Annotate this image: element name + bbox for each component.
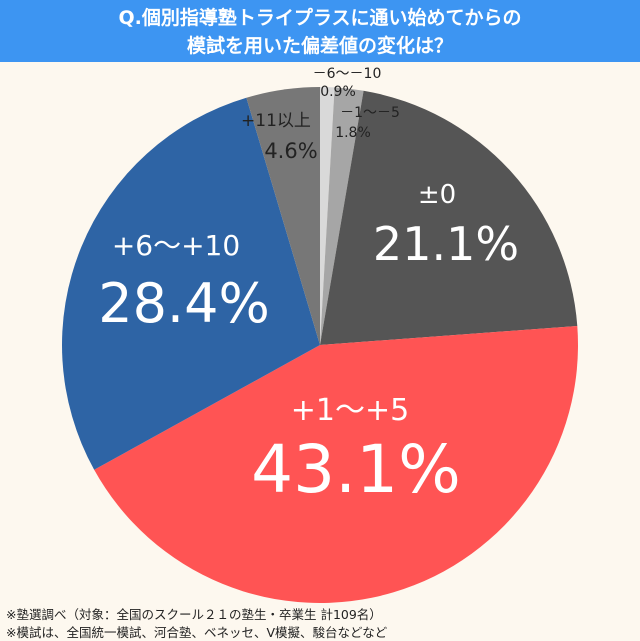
pie-slice xyxy=(320,87,335,345)
pie-slice xyxy=(94,325,578,603)
pie-slice xyxy=(320,90,578,346)
category-label: +11以上 xyxy=(241,111,311,131)
pie-slice xyxy=(61,97,320,470)
footnote-2: ※模試は、全国統一模試、河合塾、ベネッセ、V模擬、駿台などなど xyxy=(6,625,388,640)
percent-label: 0.9% xyxy=(320,84,356,100)
chart-title: Q.個別指導塾トライプラスに通い始めてからの 模試を用いた偏差値の変化は？ xyxy=(0,0,640,62)
footnote-1: ※塾選調べ（対象：全国のスクール２１の塾生・卒業生 計109名） xyxy=(6,607,382,622)
percent-label: 43.1% xyxy=(251,431,461,508)
percent-label: 1.8% xyxy=(335,125,371,141)
pie-slice xyxy=(320,87,364,346)
category-label: ±0 xyxy=(418,180,456,210)
pie-slice xyxy=(246,87,320,345)
category-label: +6〜+10 xyxy=(112,229,240,262)
percent-label: 4.6% xyxy=(264,139,317,163)
title-line-1: Q.個別指導塾トライプラスに通い始めてからの xyxy=(118,7,522,29)
percent-label: 28.4% xyxy=(98,272,270,335)
title-line-2: 模試を用いた偏差値の変化は？ xyxy=(186,35,453,57)
category-label: +1〜+5 xyxy=(291,393,409,428)
percent-label: 21.1% xyxy=(373,217,519,271)
category-label: －1〜－5 xyxy=(340,105,400,121)
category-label: －6〜－10 xyxy=(313,66,382,82)
